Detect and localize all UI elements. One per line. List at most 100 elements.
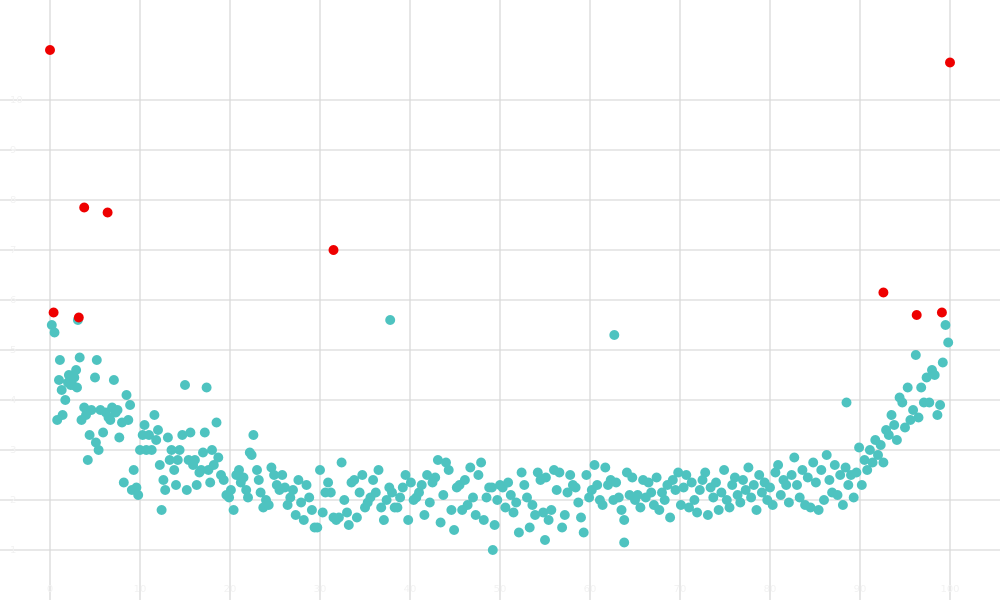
data-point xyxy=(354,487,365,498)
y-tick-label: 6 xyxy=(10,295,16,306)
data-point xyxy=(805,502,816,513)
y-tick-label: 5 xyxy=(10,345,16,356)
data-point xyxy=(848,492,859,503)
data-point xyxy=(619,537,630,548)
data-point xyxy=(740,485,751,495)
data-point xyxy=(503,477,514,488)
data-point xyxy=(654,505,665,515)
data-point xyxy=(387,487,397,498)
data-point xyxy=(856,480,867,490)
data-point xyxy=(246,450,257,460)
data-point xyxy=(886,410,897,420)
data-point xyxy=(627,472,638,483)
data-point xyxy=(462,500,473,510)
data-point xyxy=(854,442,865,453)
data-point xyxy=(700,467,711,478)
data-point xyxy=(185,427,196,438)
data-point xyxy=(263,500,274,510)
data-point xyxy=(573,497,584,508)
data-point xyxy=(325,487,336,498)
data-point xyxy=(105,415,116,425)
data-point xyxy=(400,470,411,480)
data-point xyxy=(789,452,800,463)
data-point xyxy=(432,455,443,465)
data-point xyxy=(635,502,646,513)
data-point xyxy=(470,510,481,520)
data-point xyxy=(783,497,794,508)
data-point xyxy=(414,487,424,498)
data-point xyxy=(282,500,293,510)
data-point xyxy=(351,512,362,523)
data-point xyxy=(562,487,573,498)
data-point xyxy=(243,492,253,503)
data-point xyxy=(721,495,732,505)
outlier-point xyxy=(102,207,113,218)
data-point xyxy=(91,355,102,365)
x-tick-label: 90 xyxy=(854,584,867,595)
data-point xyxy=(357,470,368,480)
data-point xyxy=(160,485,171,495)
data-point xyxy=(908,405,919,415)
data-point xyxy=(449,525,460,535)
data-point xyxy=(727,480,738,490)
data-point xyxy=(578,527,589,538)
data-point xyxy=(589,460,600,470)
data-point xyxy=(238,472,249,483)
data-point xyxy=(611,477,622,488)
data-point xyxy=(913,412,924,423)
data-point xyxy=(770,467,781,478)
data-point xyxy=(824,475,835,485)
outlier-point xyxy=(328,245,339,255)
data-point xyxy=(862,465,873,475)
data-point xyxy=(279,482,290,493)
data-point xyxy=(153,425,163,435)
data-point xyxy=(684,502,694,513)
data-point xyxy=(592,480,603,490)
data-point xyxy=(540,535,550,545)
data-point xyxy=(218,475,229,485)
data-point xyxy=(376,502,387,513)
data-point xyxy=(810,477,821,488)
data-point xyxy=(430,472,441,483)
data-point xyxy=(156,505,167,515)
data-point xyxy=(619,515,630,525)
x-tick-label: 0 xyxy=(47,584,53,595)
data-point xyxy=(527,500,538,510)
data-point xyxy=(932,410,943,420)
data-point xyxy=(473,470,484,480)
data-point xyxy=(158,475,169,485)
outlier-point xyxy=(73,312,84,323)
data-point xyxy=(694,485,705,495)
outlier-point xyxy=(911,310,922,320)
data-point xyxy=(118,477,129,488)
data-point xyxy=(657,487,667,498)
data-point xyxy=(840,462,851,473)
data-point xyxy=(172,455,183,465)
data-point xyxy=(802,472,813,483)
data-points xyxy=(45,45,955,555)
outlier-point xyxy=(79,202,90,213)
data-point xyxy=(489,520,500,530)
data-point xyxy=(859,455,870,465)
data-point xyxy=(144,430,154,440)
data-point xyxy=(171,480,181,490)
x-tick-label: 10 xyxy=(134,584,147,595)
data-point xyxy=(530,510,541,520)
data-point xyxy=(54,355,65,365)
data-point xyxy=(90,372,100,383)
data-point xyxy=(505,490,516,500)
x-tick-label: 70 xyxy=(674,584,687,595)
data-point xyxy=(678,482,689,493)
data-point xyxy=(516,467,527,478)
data-point xyxy=(162,432,173,443)
data-point xyxy=(538,507,549,518)
data-point xyxy=(108,375,119,385)
data-point xyxy=(576,512,586,523)
data-point xyxy=(524,522,535,533)
data-point xyxy=(559,510,570,520)
data-point xyxy=(837,500,848,510)
data-point xyxy=(57,410,68,420)
x-tick-label: 50 xyxy=(494,584,507,595)
data-point xyxy=(754,470,765,480)
data-point xyxy=(897,397,908,408)
